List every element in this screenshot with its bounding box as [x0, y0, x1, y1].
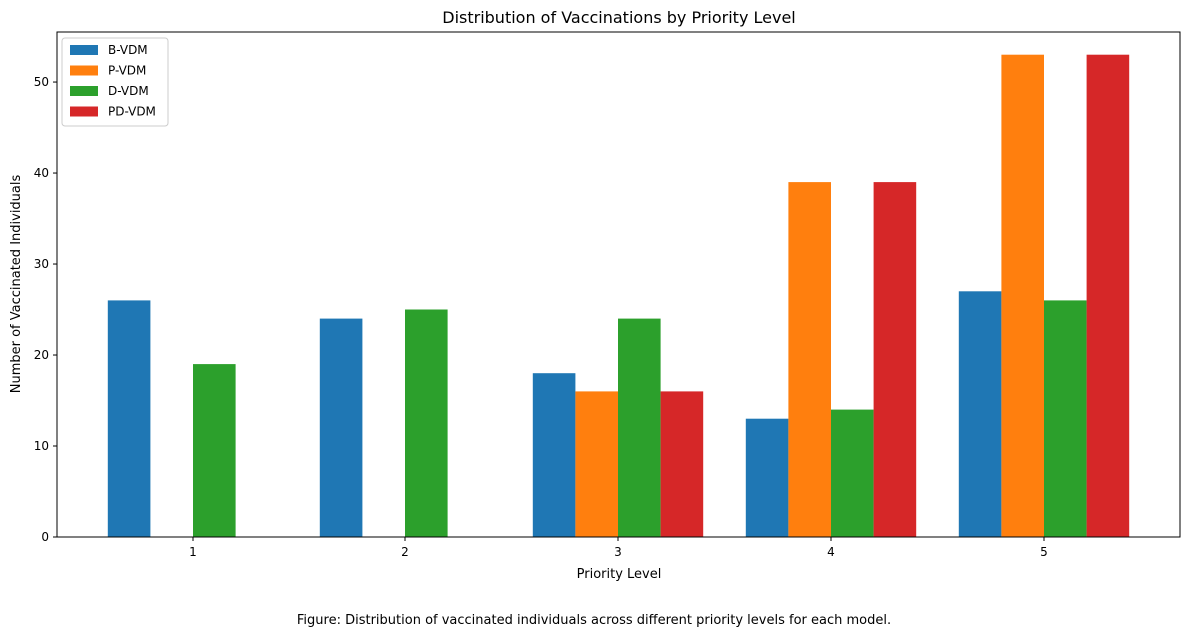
legend-swatch-d-vdm — [70, 86, 98, 96]
y-axis-label: Number of Vaccinated Individuals — [9, 175, 24, 394]
bar-d-vdm-2 — [405, 309, 448, 537]
bar-b-vdm-5 — [958, 291, 1002, 537]
bar-b-vdm-2 — [319, 318, 363, 537]
x-tick-label: 2 — [401, 545, 409, 559]
y-tick-label: 50 — [34, 75, 49, 89]
legend: B-VDM P-VDM D-VDM PD-VDM — [61, 37, 169, 127]
x-tick-label: 1 — [189, 545, 197, 559]
bar-p-vdm-5 — [1001, 54, 1044, 537]
legend-box — [61, 37, 169, 127]
y-axis: 0 10 20 30 40 50 — [34, 75, 57, 544]
y-tick-label: 20 — [34, 348, 49, 362]
bar-pd-vdm-3 — [660, 391, 704, 537]
bar-p-vdm-4 — [788, 182, 831, 537]
bar-d-vdm-4 — [831, 409, 874, 537]
x-axis: 1 2 3 4 5 — [189, 537, 1048, 559]
bar-d-vdm-1 — [193, 364, 236, 537]
bar-b-vdm-1 — [107, 300, 151, 537]
x-tick-label: 4 — [827, 545, 835, 559]
legend-label-pd-vdm: PD-VDM — [108, 105, 156, 119]
x-axis-label: Priority Level — [577, 567, 662, 582]
bar-d-vdm-3 — [618, 318, 661, 537]
legend-label-d-vdm: D-VDM — [108, 84, 149, 98]
bar-pd-vdm-4 — [873, 182, 917, 537]
legend-label-p-vdm: P-VDM — [108, 64, 146, 78]
y-tick-label: 10 — [34, 439, 49, 453]
x-tick-label: 5 — [1040, 545, 1048, 559]
bar-d-vdm-5 — [1044, 300, 1087, 537]
y-tick-label: 30 — [34, 257, 49, 271]
chart-title: Distribution of Vaccinations by Priority… — [442, 8, 795, 27]
bars-layer — [107, 54, 1130, 537]
legend-label-b-vdm: B-VDM — [108, 43, 148, 57]
bar-b-vdm-4 — [745, 418, 789, 537]
legend-swatch-b-vdm — [70, 45, 98, 55]
bar-b-vdm-3 — [532, 373, 576, 537]
figure-caption: Figure: Distribution of vaccinated indiv… — [297, 613, 891, 628]
legend-swatch-pd-vdm — [70, 106, 98, 117]
bar-p-vdm-3 — [575, 391, 618, 537]
bar-pd-vdm-5 — [1086, 54, 1130, 537]
y-tick-label: 0 — [41, 530, 49, 544]
legend-swatch-p-vdm — [70, 65, 98, 76]
x-tick-label: 3 — [614, 545, 622, 559]
y-tick-label: 40 — [34, 166, 49, 180]
